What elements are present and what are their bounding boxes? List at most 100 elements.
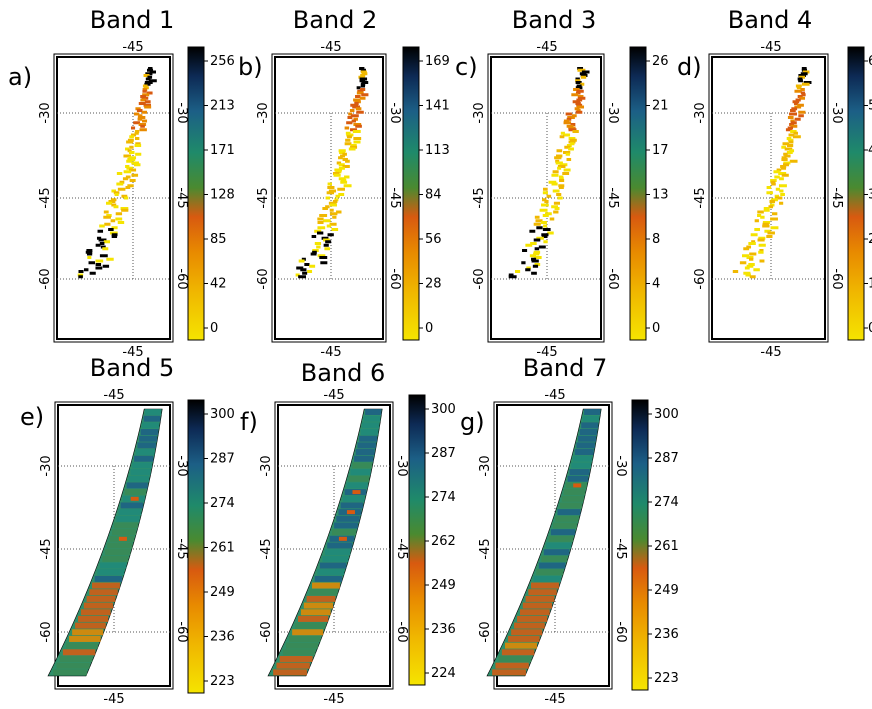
scan-point — [120, 207, 129, 210]
scan-point — [327, 186, 335, 189]
colorbar-tick-label: 141 — [425, 99, 450, 114]
scan-point — [557, 196, 563, 200]
colorbar-tick-label: 300 — [431, 402, 456, 417]
swath-cell — [561, 495, 584, 502]
scan-point — [317, 217, 324, 221]
scan-point — [99, 254, 108, 258]
scan-point — [783, 161, 791, 165]
scan-point — [775, 196, 783, 200]
swath-cell — [360, 429, 379, 436]
scan-point — [137, 117, 143, 121]
scan-point — [795, 84, 802, 88]
colorbar-tick-label: 42 — [210, 277, 227, 292]
scan-point — [541, 203, 549, 207]
scan-point — [138, 123, 147, 126]
scan-point — [359, 67, 365, 70]
swath-cell — [94, 575, 123, 582]
scan-point — [543, 224, 548, 228]
scan-point — [298, 275, 306, 279]
scan-point — [332, 200, 338, 203]
scan-point — [748, 263, 755, 266]
scan-point — [334, 168, 343, 172]
scan-point — [359, 77, 368, 81]
scan-point — [314, 242, 322, 245]
swath-cell — [340, 502, 364, 509]
lat-tick-left: -30 — [472, 102, 487, 123]
swath-cell — [582, 415, 600, 422]
scan-point — [554, 207, 560, 210]
lat-tick-left: -30 — [693, 102, 708, 123]
scan-point — [322, 207, 328, 210]
scan-point — [788, 133, 795, 137]
lat-tick-left: -60 — [472, 268, 487, 289]
scan-point — [357, 89, 364, 93]
scan-point — [547, 231, 554, 235]
swath-cell — [525, 595, 555, 602]
scan-point — [541, 233, 549, 237]
scan-point — [575, 91, 581, 95]
scan-point — [95, 259, 104, 263]
scan-point — [350, 144, 357, 147]
scan-point — [575, 86, 583, 90]
scan-point — [557, 166, 562, 170]
scan-point — [327, 182, 332, 186]
swath-cell — [571, 462, 592, 469]
swath-cell — [548, 535, 574, 542]
lon-tick-top: -45 — [320, 40, 341, 55]
colorbar — [629, 46, 647, 341]
scan-point — [773, 170, 780, 174]
lat-tick-right: -30 — [174, 455, 189, 476]
scan-point — [316, 231, 324, 235]
scan-point — [762, 221, 771, 224]
swath-cell — [501, 649, 535, 656]
band-title: Band 5 — [90, 354, 175, 382]
colorbar-tick-label: 0 — [652, 321, 660, 336]
colorbar-tick-label: 256 — [210, 54, 235, 69]
swath-cell — [139, 435, 158, 442]
scan-point — [771, 212, 778, 216]
scan-point — [338, 149, 346, 153]
colorbar-tick-label: 128 — [210, 188, 235, 203]
scan-point — [296, 266, 304, 270]
scan-point — [356, 91, 364, 95]
swath-cell — [69, 635, 101, 642]
lat-tick-left: -45 — [478, 538, 493, 559]
scan-point — [116, 182, 124, 186]
lon-tick-top: -45 — [103, 388, 124, 403]
colorbar-tick-label: 85 — [210, 232, 227, 247]
scan-point — [129, 135, 134, 139]
scan-point — [144, 100, 151, 104]
scan-point — [133, 121, 141, 125]
scan-point — [744, 266, 750, 270]
lat-tick-left: -60 — [38, 268, 53, 289]
scan-point — [345, 131, 351, 135]
scan-point — [746, 256, 754, 259]
scan-point — [778, 172, 787, 175]
scan-point — [328, 189, 337, 193]
scan-point — [300, 268, 307, 272]
colorbar-tick-label: 236 — [654, 627, 679, 642]
scan-point — [88, 261, 95, 265]
scan-point — [140, 95, 147, 98]
swath-cell — [102, 555, 129, 562]
scan-point — [352, 105, 361, 109]
scan-point — [143, 74, 150, 77]
swath-cell — [130, 469, 151, 476]
scan-point — [770, 217, 778, 221]
lon-tick-top: -45 — [122, 40, 143, 55]
scan-point — [758, 250, 764, 254]
scan-point — [785, 128, 792, 132]
colorbar-tick-label: 236 — [210, 630, 235, 645]
colorbar-tick-label: 261 — [654, 539, 679, 554]
scan-point — [355, 95, 361, 98]
colorbar-tick-label: 274 — [431, 490, 456, 505]
lon-tick-bottom: -45 — [122, 345, 143, 360]
scan-point — [338, 177, 346, 181]
scan-point — [791, 107, 798, 111]
scan-point — [532, 264, 539, 268]
scan-point — [113, 191, 120, 195]
colorbar-tick-label: 6 — [868, 54, 872, 69]
scan-point — [349, 109, 355, 112]
scan-point — [556, 193, 562, 196]
colorbar-tick-label: 26 — [652, 54, 669, 69]
